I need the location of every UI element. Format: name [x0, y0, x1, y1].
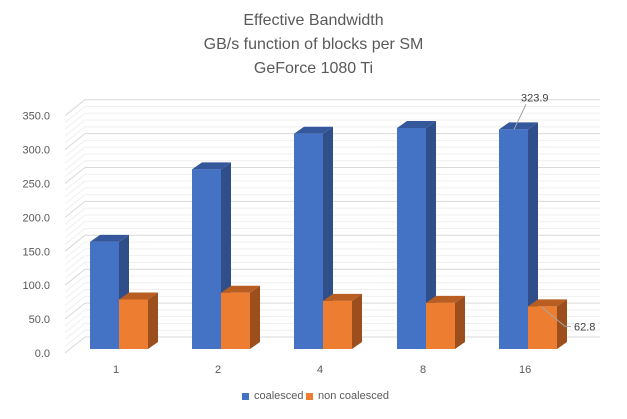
legend-swatch-non-coalesced [306, 392, 313, 400]
y-tick-label: 50.0 [29, 314, 50, 326]
bar-non-coalesced [323, 300, 352, 349]
bar-top [294, 126, 333, 134]
bar-side [455, 295, 465, 349]
gridline-depth [64, 329, 86, 347]
x-tick-label: 4 [317, 364, 323, 376]
data-label-leader [541, 307, 571, 327]
gridline-depth [64, 153, 86, 171]
gridline-depth [64, 173, 86, 191]
gridline-depth [64, 262, 86, 279]
bar-top [397, 120, 436, 128]
gridline-depth [64, 126, 86, 144]
gridline-depth [64, 112, 86, 130]
bar-side [528, 122, 538, 349]
bar-top [192, 162, 231, 170]
x-tick-label: 8 [420, 364, 426, 376]
gridline-depth [64, 295, 86, 313]
bar-side [250, 285, 260, 349]
gridline-depth [64, 228, 86, 245]
data-label-leader [513, 104, 527, 130]
y-tick-label: 350.0 [22, 111, 50, 123]
bar-non-coalesced [528, 306, 557, 349]
bar-top [221, 285, 260, 293]
gridline-depth [64, 146, 86, 164]
gridline-depth [64, 289, 86, 306]
y-tick-label: 0.0 [35, 348, 50, 360]
gridline-depth [64, 187, 86, 205]
gridline-depth [64, 180, 86, 198]
bar-coalesced [294, 133, 323, 349]
gridline-depth [64, 106, 86, 123]
bar-side [323, 126, 333, 349]
gridline-depth [64, 167, 86, 184]
gridline-depth [64, 268, 86, 286]
legend-item-coalesced: coalesced [242, 390, 304, 402]
gridline-depth [64, 133, 86, 150]
gridline-depth [64, 275, 86, 293]
bar-side [148, 292, 158, 349]
bar-side [352, 293, 362, 349]
gridline-depth [64, 309, 86, 327]
y-tick-label: 150.0 [22, 246, 50, 258]
data-label: 62.8 [574, 321, 595, 333]
gridline-depth [64, 194, 86, 212]
gridline-depth [64, 214, 86, 232]
y-tick-label: 100.0 [22, 280, 50, 292]
bar-coalesced [397, 127, 426, 349]
gridline-depth [64, 207, 86, 225]
gridline-depth [64, 221, 86, 239]
data-label: 323.9 [521, 92, 549, 104]
bar-coalesced [499, 129, 528, 349]
gridline-depth [64, 255, 86, 273]
bar-top [90, 234, 129, 242]
chart-title-line-3: GeForce 1080 Ti [253, 60, 374, 77]
bar-top [119, 292, 158, 300]
gridline-depth [64, 336, 86, 354]
gridline-depth [64, 234, 86, 252]
y-tick-label: 300.0 [22, 145, 50, 157]
x-tick-label: 1 [113, 364, 119, 376]
x-tick-label: 2 [215, 364, 221, 376]
gridline-depth [64, 282, 86, 300]
gridline-depth [64, 201, 86, 218]
bar-non-coalesced [119, 299, 148, 349]
bar-top [499, 122, 538, 130]
chart-title-line-1: Effective Bandwidth [243, 12, 384, 29]
legend-label-coalesced: coalesced [254, 390, 304, 402]
bar-non-coalesced [221, 292, 250, 349]
gridline-depth [64, 119, 86, 137]
legend-item-non-coalesced: non coalesced [306, 390, 389, 402]
bar-non-coalesced [426, 302, 455, 349]
gridline-depth [64, 241, 86, 259]
x-tick-label: 16 [519, 364, 531, 376]
gridline-depth [64, 248, 86, 266]
gridline-depth [64, 160, 86, 178]
gridline-depth [64, 302, 86, 320]
gridline-depth [64, 99, 86, 117]
legend-label-non-coalesced: non coalesced [318, 390, 389, 402]
bar-top [323, 293, 362, 301]
gridline-depth [64, 316, 86, 334]
bar-coalesced [90, 241, 119, 349]
y-tick-label: 200.0 [22, 212, 50, 224]
gridline-depth [64, 139, 86, 157]
chart-title-line-2: GB/s function of blocks per SM [203, 36, 424, 53]
gridline-depth [64, 323, 86, 340]
bar-side [426, 120, 436, 349]
bar-top [426, 295, 465, 303]
bar-coalesced [192, 169, 221, 349]
legend-swatch-coalesced [242, 392, 249, 400]
bar-top [528, 299, 567, 307]
y-tick-label: 250.0 [22, 179, 50, 191]
